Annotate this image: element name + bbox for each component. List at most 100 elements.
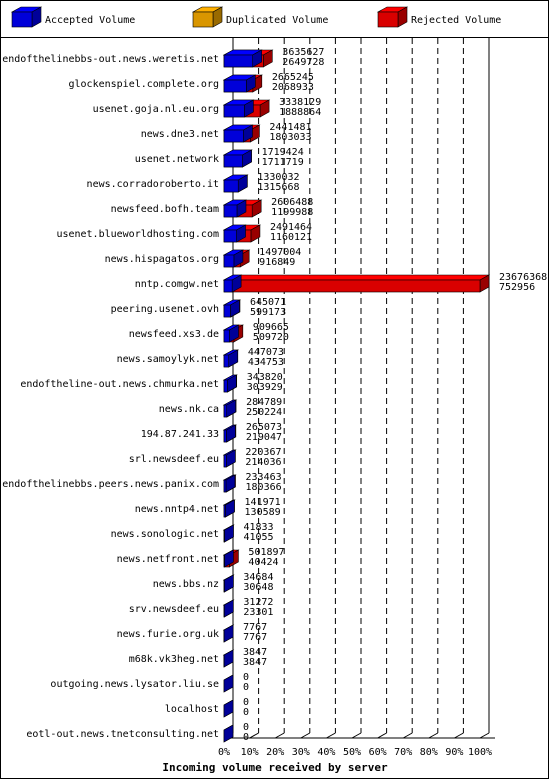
y-tick-label: news.hispagatos.org [105,254,219,265]
total-label: 501897 [248,547,284,558]
accepted-bar [223,699,234,718]
bar-front [192,11,214,28]
x-tick-label: 70% [394,747,412,758]
x-axis-title: Incoming volume received by server [162,761,388,774]
total-label: 343820 [247,372,283,383]
y-tick-label: news.bbs.nz [153,579,219,590]
total-label: 233463 [246,472,282,483]
x-tick-label: 20% [266,747,284,758]
tick-mark [454,732,464,739]
bar-front [223,104,245,118]
y-tick-label: m68k.vk3heg.net [129,654,219,665]
accepted-label: 214036 [245,457,281,468]
y-tick-label: usenet.network [135,154,219,165]
accepted-bar [222,349,239,368]
accepted-label: 30648 [243,582,273,593]
total-label: 2606488 [271,197,313,208]
bar-front [223,329,230,343]
x-tick-label: 50% [343,747,361,758]
accepted-label: 1711719 [262,157,304,168]
accepted-label: 1199988 [271,207,313,218]
total-label: 645071 [250,297,286,308]
bar-front [223,479,227,493]
accepted-bar [222,49,263,68]
total-label: 0 [243,697,249,708]
y-tick-label: newsfeed.xs3.de [129,329,219,340]
y-tick-label: endoftheline-out.news.chmurka.net [20,379,219,390]
y-tick-label: newsfeed.bofh.team [111,204,219,215]
y-tick-label: news.nk.ca [159,404,219,415]
accepted-label: 250224 [246,407,282,418]
accepted-bar [222,374,238,393]
y-tick-label: endofthelinebbs.peers.news.panix.com [2,479,219,490]
bar-front [11,11,33,28]
bar-side [223,674,234,693]
bar-front [223,79,247,93]
total-label: 2441481 [269,122,311,133]
accepted-label: 2068933 [272,82,314,93]
accepted-bar [222,299,241,318]
total-label: 34684 [243,572,273,583]
accepted-bar [222,199,248,218]
y-tick-label: usenet.goja.nl.eu.org [93,104,219,115]
accepted-label: 130589 [245,507,281,518]
x-tick-label: 30% [292,747,310,758]
y-tick-label: peering.usenet.ovh [111,304,219,315]
bar-front [223,404,228,418]
x-tick-label: 40% [317,747,335,758]
accepted-bar [222,474,237,493]
total-label: 2665245 [272,72,314,83]
tick-mark [274,732,285,739]
accepted-bar [222,499,236,518]
bar-front [223,279,233,293]
y-tick-label: srv.newsdeef.eu [129,604,219,615]
bar-side [223,699,234,718]
x-tick-label: 60% [369,747,387,758]
bar-front [223,54,253,68]
bar-front [223,179,239,193]
total-label: 1719424 [262,147,304,158]
tick-mark [300,732,311,739]
x-tick-label: 100% [468,747,492,758]
tick-mark [351,732,362,739]
bar-front [223,229,237,243]
accepted-bar [222,574,235,593]
bar-front [223,279,481,293]
accepted-bar [222,224,247,243]
accepted-bar [222,124,254,143]
y-tick-label: eotl-out.news.tnetconsulting.net [26,729,219,740]
y-tick-label: 194.87.241.33 [141,429,219,440]
y-tick-label: srl.newsdeef.eu [129,454,219,465]
legend-item: Duplicated Volume [191,6,328,28]
y-tick-label: usenet.blueworldhosting.com [56,229,219,240]
accepted-bar [223,674,234,693]
y-tick-label: news.samoylyk.net [117,354,219,365]
tick-mark [249,732,259,739]
y-tick-label: localhost [165,704,219,715]
legend-item: Rejected Volume [376,6,501,28]
bar-front [223,504,226,518]
accepted-label: 434753 [248,357,284,368]
bar-side [223,724,234,743]
bar-front [223,129,244,143]
x-tick-label: 80% [420,747,438,758]
accepted-bar [222,74,257,93]
y-tick-label: news.netfront.net [117,554,219,565]
bar-front [223,354,230,368]
accepted-label: 1888864 [279,107,321,118]
rejected-bar [222,274,491,293]
accepted-label: 0 [243,732,249,743]
total-label: 909665 [253,322,289,333]
accepted-bar [222,99,255,118]
total-label: 3338129 [279,97,321,108]
total-label: 23676368 [499,272,547,283]
accepted-bar [222,599,235,618]
legend-label: Rejected Volume [411,15,501,26]
tick-mark [479,732,490,739]
y-tick-label: glockenspiel.complete.org [68,79,219,90]
bar-front [223,304,231,318]
x-tick-label: 0% [218,747,230,758]
bar-top [222,274,491,281]
